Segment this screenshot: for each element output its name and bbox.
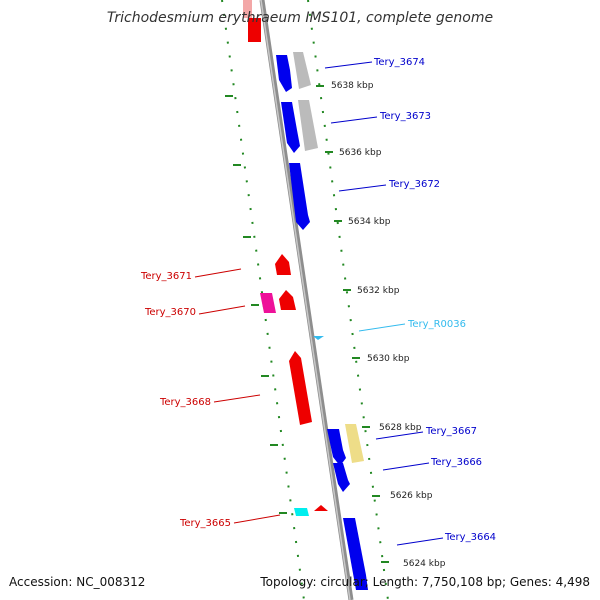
tick-label-5628: 5628 kbp <box>379 423 422 433</box>
gene-tery-3670-pink[interactable] <box>260 293 276 313</box>
gene-tery-3665-arrow[interactable] <box>314 505 328 511</box>
gene-label-tery-3671[interactable]: Tery_3671 <box>140 271 192 282</box>
feature-red-top[interactable] <box>248 18 261 42</box>
leader-tery-3670 <box>198 305 246 315</box>
map-title: Trichodesmium erythraeum IMS101, complet… <box>107 10 493 26</box>
gene-tery-3666-arrow[interactable] <box>333 463 350 492</box>
leader-tery-3673 <box>330 116 378 124</box>
homolog-grey-1[interactable] <box>293 52 311 89</box>
leader-tery-3664 <box>396 537 444 546</box>
rna-tery-r0036-arrow[interactable] <box>313 336 324 340</box>
gene-label-tery-r0036[interactable]: Tery_R0036 <box>407 319 466 330</box>
tick-label-5636: 5636 kbp <box>339 148 382 158</box>
leader-tery-3666 <box>382 462 430 471</box>
label-leader-lines <box>194 61 444 546</box>
inner-major-ticks <box>225 95 287 514</box>
trna-tery-3665-cyan[interactable] <box>294 508 309 516</box>
gene-label-tery-3673[interactable]: Tery_3673 <box>379 111 431 122</box>
gene-label-tery-3667[interactable]: Tery_3667 <box>425 426 477 437</box>
leader-tery-3674 <box>324 61 373 69</box>
tick-label-5630: 5630 kbp <box>367 354 410 364</box>
homolog-khaki[interactable] <box>345 424 364 463</box>
leader-tery-3667 <box>375 431 424 440</box>
tick-label-5632: 5632 kbp <box>357 286 400 296</box>
homolog-grey-2[interactable] <box>298 100 318 151</box>
leader-tery-3668 <box>213 394 261 403</box>
gene-label-tery-3665[interactable]: Tery_3665 <box>179 518 231 529</box>
tick-label-5634: 5634 kbp <box>348 217 391 227</box>
feature-pale-red-top[interactable] <box>243 0 252 18</box>
genome-stats: Topology: circular; Length: 7,750,108 bp… <box>259 575 590 589</box>
accession-label: Accession: NC_008312 <box>9 575 145 589</box>
gene-tery-3664-arrow[interactable] <box>343 518 368 590</box>
leader-tery-r0036 <box>358 323 406 332</box>
gene-tery-3671-arrow[interactable] <box>275 254 291 275</box>
outer-major-ticks <box>316 85 389 563</box>
leader-tery-3672 <box>338 184 387 192</box>
gene-tery-3670-arrow[interactable] <box>279 290 296 310</box>
genome-backbone <box>259 0 354 600</box>
tick-label-5638: 5638 kbp <box>331 81 374 91</box>
tick-label-5626: 5626 kbp <box>390 491 433 501</box>
gene-label-tery-3674[interactable]: Tery_3674 <box>373 57 425 68</box>
gene-tery-3673-arrow[interactable] <box>281 102 300 153</box>
gene-label-tery-3672[interactable]: Tery_3672 <box>388 179 440 190</box>
gene-tery-3667-arrow[interactable] <box>327 429 346 466</box>
tick-label-5624: 5624 kbp <box>403 559 446 569</box>
gene-tery-3672-arrow[interactable] <box>289 163 310 230</box>
gene-label-tery-3668[interactable]: Tery_3668 <box>159 397 211 408</box>
gene-tery-3668-arrow[interactable] <box>289 351 312 425</box>
gene-tery-3674-arrow[interactable] <box>276 55 292 92</box>
inner-tick-ring <box>221 0 305 600</box>
gene-label-tery-3666[interactable]: Tery_3666 <box>430 457 482 468</box>
leader-tery-3671 <box>194 268 242 278</box>
genome-backbone-highlight <box>260 0 351 600</box>
gene-label-tery-3670[interactable]: Tery_3670 <box>144 307 196 318</box>
outer-tick-ring <box>307 0 389 600</box>
gene-label-tery-3664[interactable]: Tery_3664 <box>444 532 496 543</box>
leader-tery-3665 <box>233 514 281 524</box>
